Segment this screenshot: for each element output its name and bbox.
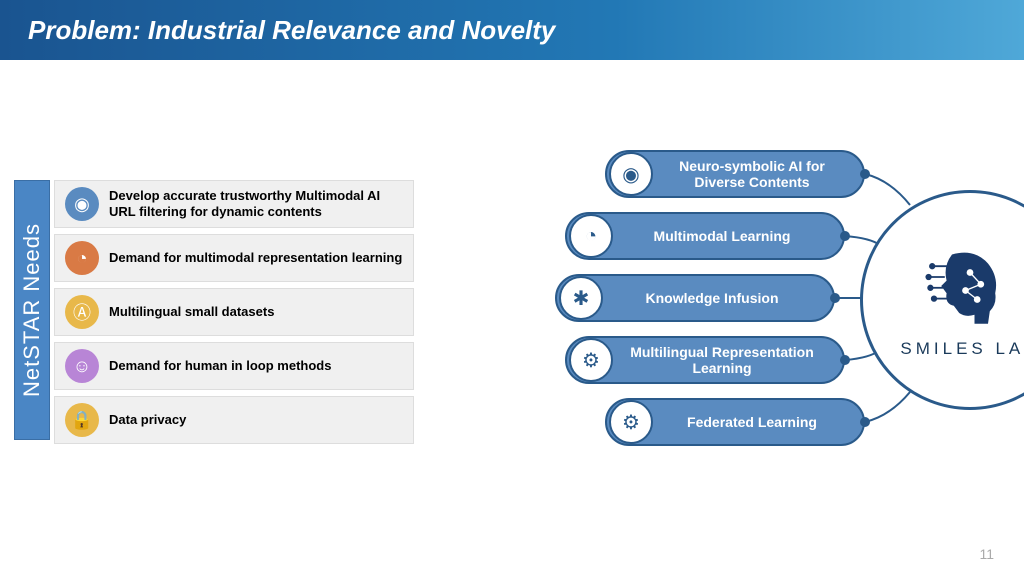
brain-head-icon xyxy=(925,241,1015,331)
pill-icon: ◔ xyxy=(569,214,613,258)
capability-pill: ⚙Federated Learning xyxy=(605,398,865,446)
needs-list: ◉ Develop accurate trustworthy Multimodal… xyxy=(54,180,414,450)
need-icon: ☺ xyxy=(65,349,99,383)
pill-text: Multilingual Representation Learning xyxy=(613,344,825,376)
need-item: 🔒 Data privacy xyxy=(54,396,414,444)
need-text: Demand for human in loop methods xyxy=(109,358,331,374)
hub-label: SMILES LAB xyxy=(900,339,1024,359)
sidebar-label: NetSTAR Needs xyxy=(14,180,50,440)
pill-text: Knowledge Infusion xyxy=(603,290,815,306)
capability-pill: ◔Multimodal Learning xyxy=(565,212,845,260)
capability-pill: ◉Neuro-symbolic AI for Diverse Contents xyxy=(605,150,865,198)
pill-icon: ✱ xyxy=(559,276,603,320)
title-bar: Problem: Industrial Relevance and Novelt… xyxy=(0,0,1024,60)
need-item: Ⓐ Multilingual small datasets xyxy=(54,288,414,336)
capability-pill: ✱Knowledge Infusion xyxy=(555,274,835,322)
page-number: 11 xyxy=(979,546,994,562)
need-item: ☺ Demand for human in loop methods xyxy=(54,342,414,390)
need-icon: Ⓐ xyxy=(65,295,99,329)
slide-title: Problem: Industrial Relevance and Novelt… xyxy=(28,15,555,46)
slide-content: NetSTAR Needs ◉ Develop accurate trustwor… xyxy=(0,60,1024,576)
need-item: ◔ Demand for multimodal representation le… xyxy=(54,234,414,282)
capability-pill: ⚙Multilingual Representation Learning xyxy=(565,336,845,384)
pills-column: ◉Neuro-symbolic AI for Diverse Contents ◔… xyxy=(555,150,865,460)
hub-circle: SMILES LAB xyxy=(860,190,1024,410)
sidebar-label-text: NetSTAR Needs xyxy=(19,223,45,397)
pill-icon: ◉ xyxy=(609,152,653,196)
need-icon: ◔ xyxy=(65,241,99,275)
need-text: Data privacy xyxy=(109,412,186,428)
pill-icon: ⚙ xyxy=(569,338,613,382)
pill-text: Federated Learning xyxy=(653,414,845,430)
need-icon: ◉ xyxy=(65,187,99,221)
pill-text: Neuro-symbolic AI for Diverse Contents xyxy=(653,158,845,190)
need-text: Develop accurate trustworthy Multimodal … xyxy=(109,188,403,221)
need-icon: 🔒 xyxy=(65,403,99,437)
pill-text: Multimodal Learning xyxy=(613,228,825,244)
need-text: Demand for multimodal representation lea… xyxy=(109,250,402,266)
need-text: Multilingual small datasets xyxy=(109,304,274,320)
need-item: ◉ Develop accurate trustworthy Multimodal… xyxy=(54,180,414,228)
pill-icon: ⚙ xyxy=(609,400,653,444)
